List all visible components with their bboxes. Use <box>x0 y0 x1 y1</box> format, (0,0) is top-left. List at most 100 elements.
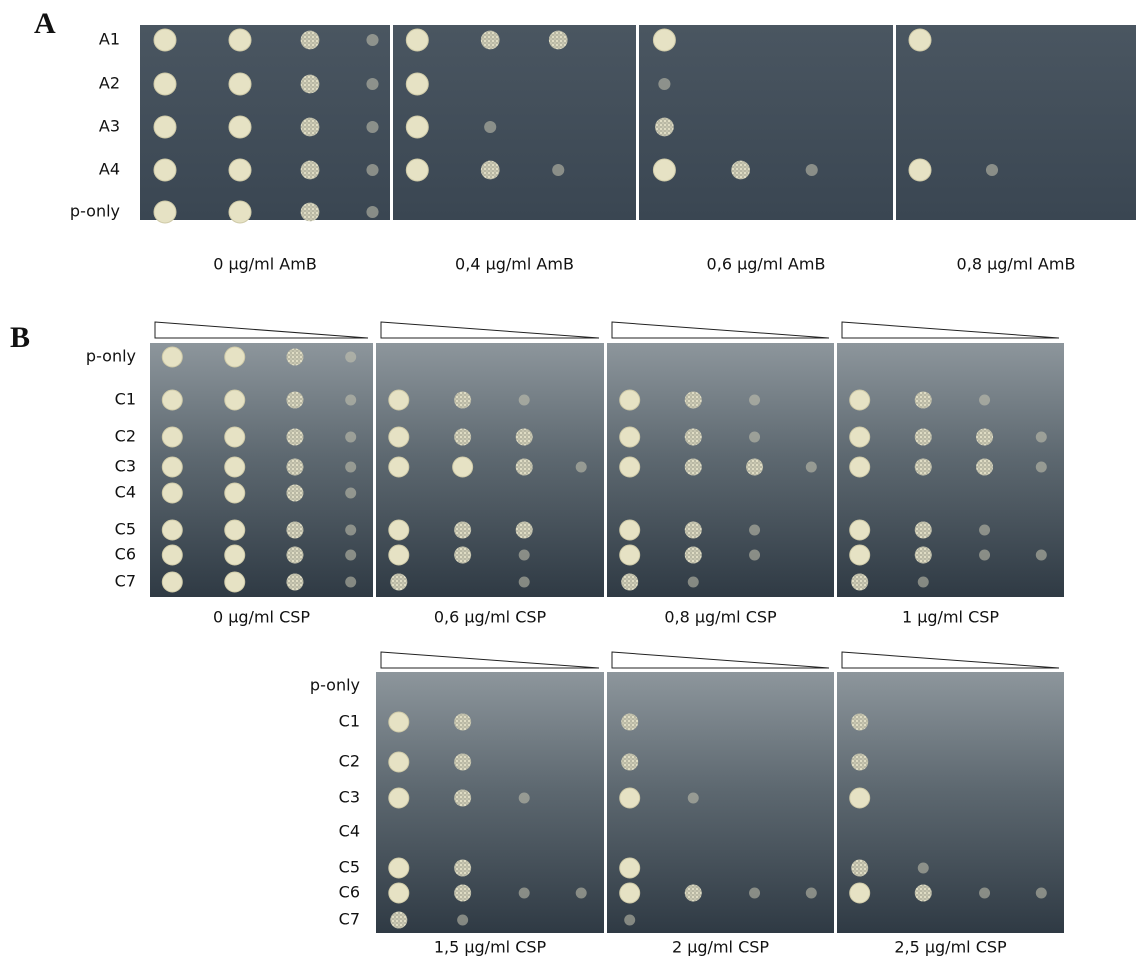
colony-spot <box>576 888 587 899</box>
colony-spot <box>851 714 868 731</box>
colony-spot <box>749 888 760 899</box>
colony-spot <box>620 883 640 903</box>
colony-spot <box>162 457 182 477</box>
colony-spot <box>620 390 640 410</box>
colony-spot <box>162 520 182 540</box>
colony-spot <box>850 427 870 447</box>
colony-spot <box>345 488 356 499</box>
plate-label: 0,8 μg/ml CSP <box>664 608 777 627</box>
colony-spot <box>454 885 471 902</box>
colony-spot <box>685 392 702 409</box>
colony-spot <box>658 78 670 90</box>
colony-spot <box>286 349 303 366</box>
colony-spot <box>457 915 468 926</box>
colony-spot <box>453 457 473 477</box>
colony-spot <box>154 73 176 95</box>
colony-spot <box>1036 432 1047 443</box>
row-label: C1 <box>115 390 136 409</box>
colony-spot <box>406 29 428 51</box>
colony-spot <box>366 78 378 90</box>
row-label: C7 <box>115 572 136 591</box>
colony-spot <box>389 883 409 903</box>
colony-spot <box>620 427 640 447</box>
colony-spot <box>915 547 932 564</box>
colony-spot <box>406 73 428 95</box>
colony-spot <box>653 159 675 181</box>
colony-spot <box>688 793 699 804</box>
colony-spot <box>909 159 931 181</box>
colony-spot <box>519 395 530 406</box>
row-label: C5 <box>115 520 136 539</box>
row-label: p-only <box>70 202 120 221</box>
colony-spot <box>685 522 702 539</box>
plate-label: 2 μg/ml CSP <box>672 938 769 957</box>
colony-spot <box>621 754 638 771</box>
row-label: C3 <box>115 457 136 476</box>
plate-label: 0,4 μg/ml AmB <box>455 255 574 274</box>
colony-spot <box>454 790 471 807</box>
colony-spot <box>366 121 378 133</box>
panel-label: A <box>34 7 56 40</box>
colony-spot <box>301 118 320 137</box>
colony-spot <box>481 161 500 180</box>
colony-spot <box>162 483 182 503</box>
dilution-wedge <box>612 652 829 668</box>
row-label: C5 <box>339 858 360 877</box>
colony-spot <box>229 201 251 223</box>
colony-spot <box>454 522 471 539</box>
colony-spot <box>685 459 702 476</box>
colony-spot <box>519 793 530 804</box>
colony-spot <box>1036 462 1047 473</box>
colony-spot <box>301 31 320 50</box>
row-label: C2 <box>115 427 136 446</box>
colony-spot <box>621 714 638 731</box>
colony-spot <box>162 427 182 447</box>
dilution-wedge <box>381 652 599 668</box>
plate-photo <box>393 25 636 220</box>
colony-spot <box>389 545 409 565</box>
plate-label: 0,6 μg/ml CSP <box>434 608 547 627</box>
colony-spot <box>406 159 428 181</box>
plate-photo <box>150 343 373 597</box>
colony-spot <box>454 714 471 731</box>
colony-spot <box>519 888 530 899</box>
colony-spot <box>390 574 407 591</box>
colony-spot <box>620 545 640 565</box>
colony-spot <box>301 75 320 94</box>
colony-spot <box>749 525 760 536</box>
colony-spot <box>390 912 407 929</box>
colony-spot <box>918 863 929 874</box>
colony-spot <box>685 547 702 564</box>
colony-spot <box>162 347 182 367</box>
colony-spot <box>345 462 356 473</box>
colony-spot <box>389 752 409 772</box>
colony-spot <box>229 159 251 181</box>
colony-spot <box>516 429 533 446</box>
colony-spot <box>653 29 675 51</box>
plate-photo <box>639 25 893 220</box>
colony-spot <box>154 29 176 51</box>
colony-spot <box>345 395 356 406</box>
colony-spot <box>909 29 931 51</box>
colony-spot <box>454 547 471 564</box>
dilution-wedge <box>612 322 829 338</box>
row-label: C1 <box>339 712 360 731</box>
colony-spot <box>301 203 320 222</box>
colony-spot <box>624 915 635 926</box>
plate-photo <box>376 343 604 597</box>
plate-photo <box>896 25 1136 220</box>
colony-spot <box>621 574 638 591</box>
colony-spot <box>345 525 356 536</box>
colony-spot <box>1036 550 1047 561</box>
colony-spot <box>454 392 471 409</box>
colony-spot <box>850 545 870 565</box>
colony-spot <box>229 29 251 51</box>
colony-spot <box>655 118 674 137</box>
colony-spot <box>162 545 182 565</box>
colony-spot <box>806 888 817 899</box>
colony-spot <box>749 395 760 406</box>
colony-spot <box>850 788 870 808</box>
colony-spot <box>389 427 409 447</box>
colony-spot <box>746 459 763 476</box>
plate-photo <box>607 672 834 933</box>
